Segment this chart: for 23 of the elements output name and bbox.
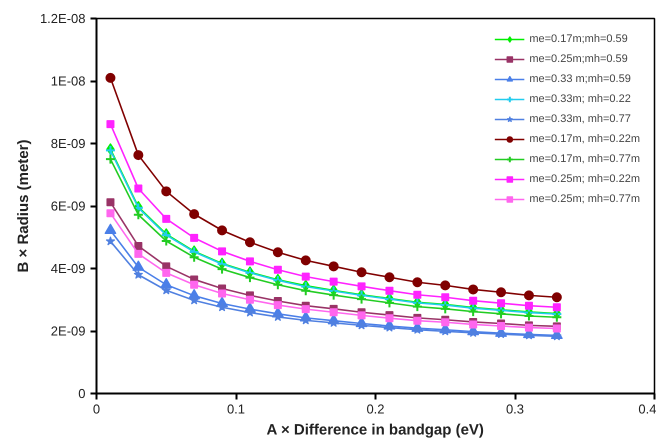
legend-label: me=0.25m; mh=0.77m: [529, 192, 640, 206]
x-tick-label: 0: [92, 402, 100, 416]
legend-label: me=0.17m, mh=0.22m: [529, 132, 640, 146]
x-tick-label: 0.2: [366, 402, 385, 416]
legend-label: me=0.33m, mh=0.77: [529, 112, 631, 126]
y-tick-label: 8E-09: [50, 136, 86, 151]
legend-label: me=0.33m; mh=0.22: [529, 92, 631, 106]
y-tick-label: 4E-09: [50, 261, 86, 276]
x-tick-label: 0.4: [638, 402, 656, 416]
y-tick-label: 2E-09: [50, 324, 86, 338]
legend-label: me=0.17m, mh=0.77m: [529, 152, 640, 166]
x-tick-label: 0.3: [506, 402, 524, 416]
legend-label: me=0.33 m;mh=0.59: [529, 72, 631, 86]
x-axis-title: A × Difference in bandgap (eV): [266, 422, 484, 438]
legend-label: me=0.17m;mh=0.59: [529, 32, 628, 46]
y-tick-label: 1E-08: [50, 74, 86, 88]
y-tick-label: 0: [78, 386, 86, 401]
legend-label: me=0.25m;mh=0.59: [529, 52, 628, 66]
y-axis-title: B × Radius (meter): [14, 140, 32, 272]
y-tick-label: 6E-09: [50, 198, 86, 214]
x-tick-label: 0.1: [226, 402, 246, 416]
legend-label: me=0.25m; mh=0.22m: [529, 172, 640, 186]
y-tick-label: 1.2E-08: [40, 11, 86, 26]
